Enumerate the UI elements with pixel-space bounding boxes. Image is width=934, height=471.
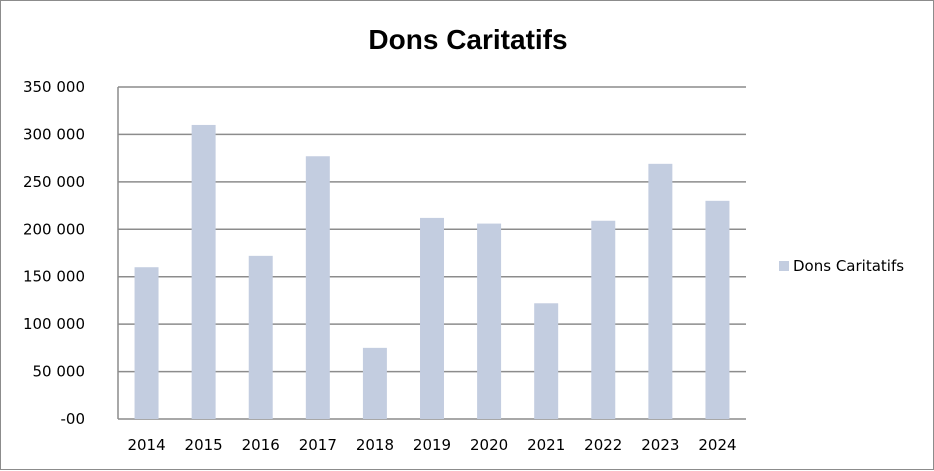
bar-2023 bbox=[648, 163, 673, 419]
y-tick-label: 200 000 bbox=[23, 220, 85, 238]
y-tick-label: 350 000 bbox=[23, 78, 85, 96]
bar-2018 bbox=[362, 347, 387, 419]
y-tick-label: 50 000 bbox=[33, 363, 86, 381]
bar-2014 bbox=[134, 267, 159, 419]
x-tick-label: 2020 bbox=[470, 436, 508, 454]
legend-swatch bbox=[779, 261, 789, 271]
x-tick-label: 2024 bbox=[698, 436, 736, 454]
x-tick-label: 2016 bbox=[242, 436, 280, 454]
bar-2020 bbox=[477, 223, 502, 419]
x-tick-label: 2014 bbox=[127, 436, 165, 454]
x-tick-label: 2017 bbox=[299, 436, 337, 454]
y-axis-ticks: -00 50 000 100 000 150 000 200 000 250 000 300… bbox=[23, 78, 85, 428]
y-tick-label: 100 000 bbox=[23, 315, 85, 333]
bar-2022 bbox=[591, 220, 616, 419]
bar-2019 bbox=[420, 217, 444, 419]
x-tick-label: 2018 bbox=[356, 436, 394, 454]
chart-title: Dons Caritatifs bbox=[368, 24, 567, 55]
y-tick-label: -00 bbox=[61, 410, 86, 428]
legend: Dons Caritatifs bbox=[779, 257, 904, 275]
x-tick-label: 2023 bbox=[641, 436, 679, 454]
x-tick-label: 2015 bbox=[185, 436, 223, 454]
bar-2017 bbox=[305, 156, 330, 419]
bar-2024 bbox=[705, 200, 730, 419]
y-tick-label: 300 000 bbox=[23, 125, 85, 143]
bar-series bbox=[134, 124, 730, 419]
x-tick-label: 2022 bbox=[584, 436, 622, 454]
bar-2015 bbox=[191, 124, 216, 419]
y-tick-label: 250 000 bbox=[23, 173, 85, 191]
legend-label: Dons Caritatifs bbox=[793, 257, 904, 275]
y-tick-label: 150 000 bbox=[23, 268, 85, 286]
bar-2016 bbox=[248, 255, 273, 419]
bar-2021 bbox=[534, 303, 559, 419]
x-tick-label: 2021 bbox=[527, 436, 565, 454]
x-tick-label: 2019 bbox=[413, 436, 451, 454]
x-axis-ticks: 2014 2015 2016 2017 2018 2019 2020 2021 2022 2023… bbox=[127, 436, 736, 454]
